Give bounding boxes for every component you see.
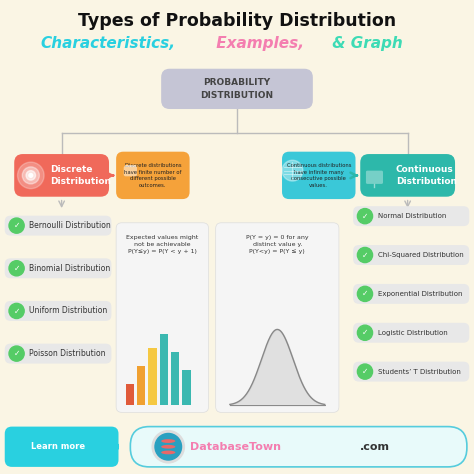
Bar [126, 384, 134, 405]
Text: Poisson Distribution: Poisson Distribution [29, 349, 106, 358]
Text: Learn more: Learn more [31, 442, 85, 451]
Text: PROBABILITY
DISTRIBUTION: PROBABILITY DISTRIBUTION [201, 78, 273, 100]
FancyBboxPatch shape [5, 344, 111, 364]
FancyBboxPatch shape [161, 69, 313, 109]
Text: Logistic Distribution: Logistic Distribution [378, 330, 447, 336]
FancyBboxPatch shape [14, 154, 109, 197]
FancyBboxPatch shape [282, 152, 356, 199]
Text: Characteristics,: Characteristics, [40, 36, 175, 51]
Circle shape [29, 173, 33, 177]
Circle shape [357, 364, 373, 379]
Text: ✓: ✓ [13, 307, 20, 315]
Text: .com: .com [360, 442, 390, 452]
Circle shape [9, 218, 24, 233]
Text: Continuous
Distribution: Continuous Distribution [396, 164, 457, 186]
FancyBboxPatch shape [5, 427, 118, 467]
FancyBboxPatch shape [130, 427, 467, 467]
Circle shape [357, 247, 373, 263]
Circle shape [357, 325, 373, 340]
Text: Binomial Distribution: Binomial Distribution [29, 264, 110, 273]
Text: Uniform Distribution: Uniform Distribution [29, 307, 108, 315]
Text: Examples,: Examples, [211, 36, 304, 51]
Circle shape [282, 160, 303, 181]
FancyBboxPatch shape [116, 223, 209, 412]
FancyBboxPatch shape [116, 152, 190, 199]
FancyBboxPatch shape [366, 171, 383, 184]
FancyBboxPatch shape [353, 245, 469, 265]
Circle shape [18, 162, 44, 189]
FancyBboxPatch shape [353, 362, 469, 382]
FancyBboxPatch shape [353, 323, 469, 343]
FancyBboxPatch shape [124, 166, 137, 176]
FancyBboxPatch shape [353, 206, 469, 226]
Text: Discrete
Distribution: Discrete Distribution [50, 164, 111, 186]
Text: Students’ T Distribution: Students’ T Distribution [378, 369, 461, 374]
Text: Discrete distributions
have finite number of
different possible
outcomes.: Discrete distributions have finite numbe… [124, 163, 182, 188]
FancyBboxPatch shape [5, 258, 111, 278]
Bar [148, 348, 157, 405]
Circle shape [9, 346, 24, 361]
FancyBboxPatch shape [5, 301, 111, 321]
Circle shape [155, 433, 182, 460]
Text: DatabaseTown: DatabaseTown [190, 442, 281, 452]
Bar [171, 352, 179, 405]
FancyBboxPatch shape [353, 284, 469, 304]
Text: P(Y = y) = 0 for any
distinct value y.
P(Y<y) = P(Y ≤ y): P(Y = y) = 0 for any distinct value y. P… [246, 235, 309, 254]
Text: Continuous distributions
have infinite many
consecutive possible
values.: Continuous distributions have infinite m… [286, 163, 351, 188]
Bar [137, 366, 146, 405]
Circle shape [357, 286, 373, 301]
Circle shape [357, 209, 373, 224]
Circle shape [152, 430, 184, 463]
Ellipse shape [161, 450, 175, 454]
FancyBboxPatch shape [216, 223, 339, 412]
Text: Exponential Distribution: Exponential Distribution [378, 291, 462, 297]
Text: ✓: ✓ [13, 264, 20, 273]
Bar [182, 370, 191, 405]
Text: Bernoulli Distribution: Bernoulli Distribution [29, 221, 111, 230]
Circle shape [9, 303, 24, 319]
Text: ✓: ✓ [362, 251, 368, 259]
Text: ✓: ✓ [13, 221, 20, 230]
Text: Normal Distribution: Normal Distribution [378, 213, 446, 219]
Bar [160, 334, 168, 405]
Circle shape [9, 261, 24, 276]
Text: & Graph: & Graph [327, 36, 403, 51]
FancyBboxPatch shape [360, 154, 455, 197]
FancyBboxPatch shape [5, 216, 111, 236]
Circle shape [22, 167, 39, 184]
Text: Chi-Squared Distribution: Chi-Squared Distribution [378, 252, 464, 258]
Text: Types of Probability Distribution: Types of Probability Distribution [78, 12, 396, 30]
Circle shape [26, 171, 36, 180]
Text: ✓: ✓ [362, 367, 368, 376]
Text: ✓: ✓ [13, 349, 20, 358]
Text: ✓: ✓ [362, 290, 368, 298]
Text: ✓: ✓ [362, 212, 368, 220]
Ellipse shape [161, 445, 175, 448]
Text: ✓: ✓ [362, 328, 368, 337]
Ellipse shape [161, 439, 175, 443]
Text: Expected values might
not be achievable
P(Y≤y) = P(Y < y + 1): Expected values might not be achievable … [126, 235, 199, 254]
